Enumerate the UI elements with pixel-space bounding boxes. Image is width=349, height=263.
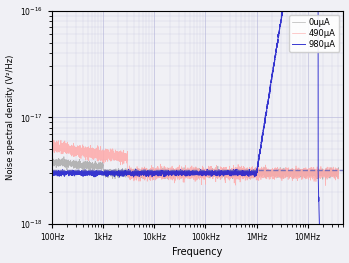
980μA: [50, 172, 54, 175]
0uμA: [285, 173, 290, 176]
490μA: [159, 168, 164, 171]
490μA: [236, 177, 240, 180]
980μA: [236, 171, 240, 174]
0uμA: [159, 168, 164, 171]
980μA: [222, 170, 226, 173]
0uμA: [222, 172, 226, 175]
Legend: 0uμA, 490μA, 980μA: 0uμA, 490μA, 980μA: [289, 15, 339, 52]
Line: 490μA: 490μA: [52, 140, 339, 185]
0uμA: [264, 173, 268, 176]
0uμA: [102, 168, 106, 171]
0uμA: [50, 160, 54, 163]
490μA: [50, 146, 54, 149]
490μA: [222, 166, 226, 169]
490μA: [336, 170, 341, 173]
0uμA: [336, 173, 341, 176]
0uμA: [324, 178, 328, 181]
0uμA: [62, 155, 66, 158]
0uμA: [236, 170, 240, 173]
Line: 980μA: 980μA: [52, 0, 339, 263]
490μA: [59, 139, 63, 142]
980μA: [263, 114, 268, 117]
490μA: [264, 172, 268, 175]
Y-axis label: Noise spectral density (V²/Hz): Noise spectral density (V²/Hz): [6, 55, 15, 180]
X-axis label: Frequency: Frequency: [172, 247, 223, 257]
490μA: [323, 184, 327, 187]
980μA: [102, 172, 106, 175]
490μA: [102, 155, 106, 159]
490μA: [285, 170, 290, 173]
Line: 0uμA: 0uμA: [52, 157, 339, 179]
980μA: [159, 171, 163, 174]
